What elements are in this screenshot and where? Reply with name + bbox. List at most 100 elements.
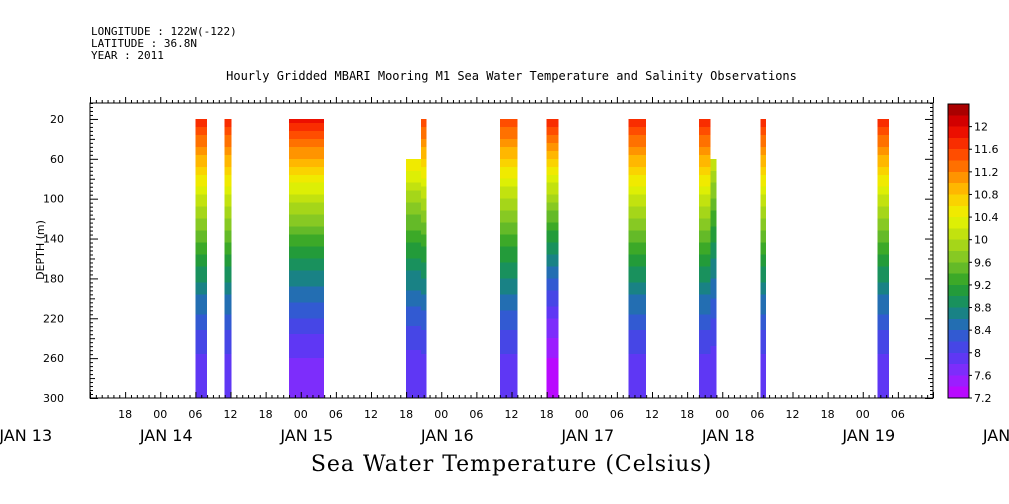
colorbar-swatch bbox=[948, 262, 969, 275]
data-segment bbox=[698, 118, 711, 399]
y-tick-label: 60 bbox=[50, 153, 64, 166]
x-tick-label: 00 bbox=[856, 408, 870, 421]
y-tick-label: 140 bbox=[43, 233, 64, 246]
x-axis-label: Sea Water Temperature (Celsius) bbox=[310, 452, 713, 477]
colorbar-swatch bbox=[948, 307, 969, 320]
x-day-label: JAN 16 bbox=[420, 426, 474, 445]
colorbar-label: 8.4 bbox=[974, 324, 992, 337]
colorbar-swatch bbox=[948, 251, 969, 263]
x-day-label: JAN 13 bbox=[0, 426, 52, 445]
colorbar-swatch bbox=[948, 194, 969, 207]
colorbar-swatch bbox=[948, 160, 969, 173]
data-segment bbox=[406, 158, 421, 399]
x-day-label: JAN 18 bbox=[701, 426, 755, 445]
colorbar-label: 8 bbox=[974, 347, 981, 360]
colorbar-swatch bbox=[948, 284, 969, 297]
x-axis: 18 00 06 12 18 00 06 12 18 00 06 12 18 00 06 12 18 00 06 12… bbox=[0, 97, 1009, 445]
x-tick-label: 12 bbox=[505, 408, 519, 421]
colorbar-swatch bbox=[948, 205, 969, 218]
x-tick-label: 00 bbox=[434, 408, 448, 421]
x-tick-label: 06 bbox=[329, 408, 343, 421]
colorbar-swatch bbox=[948, 239, 969, 252]
longitude-text: LONGITUDE : 122W(-122) bbox=[91, 25, 237, 38]
colorbar-swatch bbox=[948, 375, 969, 388]
x-tick-label: 12 bbox=[364, 408, 378, 421]
chart-title: Hourly Gridded MBARI Mooring M1 Sea Wate… bbox=[226, 69, 797, 83]
x-tick-label: 18 bbox=[540, 408, 554, 421]
colorbar-swatch bbox=[948, 330, 969, 342]
y-tick-label: 100 bbox=[43, 193, 64, 206]
x-tick-label: 12 bbox=[786, 408, 800, 421]
colorbar-label: 10.4 bbox=[974, 211, 999, 224]
y-tick-label: 20 bbox=[50, 113, 64, 126]
colorbar-label: 12 bbox=[974, 121, 988, 134]
colorbar-swatch bbox=[948, 318, 969, 331]
colorbar-label: 11.2 bbox=[974, 166, 999, 179]
data-segment bbox=[760, 118, 767, 399]
colorbar-swatch bbox=[948, 341, 969, 354]
x-tick-label: 18 bbox=[821, 408, 835, 421]
x-tick-label: 12 bbox=[645, 408, 659, 421]
x-tick-label: 00 bbox=[715, 408, 729, 421]
x-tick-label: 18 bbox=[680, 408, 694, 421]
x-tick-label: 12 bbox=[224, 408, 238, 421]
colorbar-swatch bbox=[948, 171, 969, 184]
colorbar-swatch bbox=[948, 273, 969, 286]
x-tick-label: 00 bbox=[575, 408, 589, 421]
colorbar-swatch bbox=[948, 183, 969, 195]
data-segment bbox=[628, 118, 647, 399]
colorbar-swatch bbox=[948, 115, 969, 128]
data-segment bbox=[710, 158, 717, 399]
x-tick-label: 18 bbox=[399, 408, 413, 421]
y-tick-label: 260 bbox=[43, 352, 64, 365]
colorbar-swatch bbox=[948, 364, 969, 376]
colorbar-label: 7.6 bbox=[974, 369, 992, 382]
colorbar-label: 10.8 bbox=[974, 188, 999, 201]
colorbar-label: 9.2 bbox=[974, 279, 992, 292]
data-segment bbox=[195, 118, 208, 399]
data-segment bbox=[289, 118, 325, 399]
y-tick-label: 180 bbox=[43, 272, 64, 285]
data-segment bbox=[420, 118, 427, 399]
y-tick-label: 220 bbox=[43, 312, 64, 325]
colorbar-swatch bbox=[948, 296, 969, 309]
x-tick-label: 06 bbox=[610, 408, 624, 421]
colorbar-swatch bbox=[948, 104, 969, 116]
x-day-label: JAN 20 bbox=[982, 426, 1009, 445]
colorbar-swatch bbox=[948, 352, 969, 365]
colorbar-swatch bbox=[948, 228, 969, 241]
x-tick-label: 06 bbox=[891, 408, 905, 421]
data-segment bbox=[224, 118, 232, 399]
y-axis: 20 60 100 140 180 220 260 300 bbox=[43, 103, 933, 405]
x-tick-label: 18 bbox=[118, 408, 132, 421]
colorbar-swatch bbox=[948, 217, 969, 229]
x-tick-label: 00 bbox=[294, 408, 308, 421]
latitude-text: LATITUDE : 36.8N bbox=[91, 37, 197, 50]
data-segment bbox=[499, 118, 518, 399]
data-region bbox=[195, 118, 890, 399]
year-text: YEAR : 2011 bbox=[91, 49, 164, 62]
x-tick-label: 00 bbox=[153, 408, 167, 421]
x-day-label: JAN 17 bbox=[560, 426, 614, 445]
data-segment bbox=[877, 118, 890, 399]
data-segment bbox=[546, 118, 559, 399]
x-tick-label: 06 bbox=[469, 408, 483, 421]
colorbar-label: 11.6 bbox=[974, 143, 999, 156]
y-tick-label: 300 bbox=[43, 392, 64, 405]
colorbar-label: 9.6 bbox=[974, 256, 992, 269]
x-day-label: JAN 14 bbox=[139, 426, 193, 445]
x-day-label: JAN 19 bbox=[841, 426, 895, 445]
colorbar-label: 10 bbox=[974, 234, 988, 247]
y-axis-label: DEPTH (m) bbox=[34, 220, 47, 280]
colorbar-swatch bbox=[948, 149, 969, 162]
colorbar-swatch bbox=[948, 137, 969, 150]
colorbar-swatch bbox=[948, 126, 969, 139]
x-tick-label: 06 bbox=[750, 408, 764, 421]
colorbar-swatch bbox=[948, 386, 969, 399]
x-day-label: JAN 15 bbox=[279, 426, 333, 445]
colorbar-label: 7.2 bbox=[974, 392, 992, 405]
colorbar-label: 8.8 bbox=[974, 302, 992, 315]
x-tick-label: 06 bbox=[188, 408, 202, 421]
colorbar: 12 11.6 11.2 10.8 10.4 10 9.6 9.2 8.8 8.4 8 7.6 7.2 bbox=[947, 103, 999, 405]
